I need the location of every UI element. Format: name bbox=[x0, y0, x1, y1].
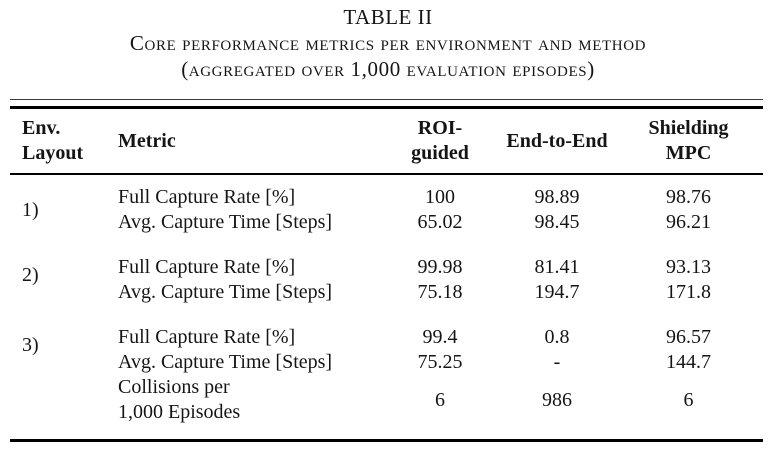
metric-collisions-line-2: 1,000 Episodes bbox=[118, 401, 241, 423]
caption-line-1: Core performance metrics per environment… bbox=[129, 31, 647, 55]
performance-table: Env. Layout Metric ROI- guided End-to-En… bbox=[10, 99, 763, 442]
value-cell-shielding-mpc: 171.8 bbox=[666, 281, 711, 303]
value-cell-shielding-mpc: 144.7 bbox=[666, 351, 711, 373]
table-row: Avg. Capture Time [Steps] 75.25 - 144.7 bbox=[118, 350, 763, 375]
table-header-row: Env. Layout Metric ROI- guided End-to-En… bbox=[10, 109, 763, 175]
value-cell-shielding-mpc: 6 bbox=[683, 388, 694, 411]
env-cell-1: 1) bbox=[10, 185, 118, 235]
env-label-3: 3) bbox=[22, 333, 39, 356]
env-cell-3: 3) bbox=[10, 325, 118, 425]
header-mpc-line-1: Shielding bbox=[648, 117, 729, 139]
table-core: Env. Layout Metric ROI- guided End-to-En… bbox=[10, 106, 763, 442]
value-cell-roi: 75.18 bbox=[417, 281, 463, 303]
value-cell-end-to-end: - bbox=[553, 351, 561, 373]
metric-collisions-line-1: Collisions per bbox=[118, 376, 230, 398]
header-metric-label: Metric bbox=[118, 129, 176, 152]
table-row: Full Capture Rate [%] 100 98.89 98.76 bbox=[118, 185, 763, 210]
table-row: Avg. Capture Time [Steps] 65.02 98.45 96… bbox=[118, 210, 763, 235]
env-cell-2: 2) bbox=[10, 255, 118, 305]
value-cell-roi: 65.02 bbox=[417, 211, 463, 233]
env-group-3-rows: Full Capture Rate [%] 99.4 0.8 96.57 Avg… bbox=[118, 325, 763, 425]
value-cell-shielding-mpc: 96.57 bbox=[666, 326, 711, 348]
value-cell-roi: 99.4 bbox=[422, 326, 458, 348]
value-cell-end-to-end: 986 bbox=[542, 388, 572, 411]
metric-cell: Full Capture Rate [%] bbox=[118, 326, 296, 348]
env-label-1: 1) bbox=[22, 198, 39, 221]
metric-cell: Full Capture Rate [%] bbox=[118, 186, 296, 208]
value-cell-end-to-end: 194.7 bbox=[534, 281, 580, 303]
header-roi-line-2: guided bbox=[411, 142, 469, 164]
table-body: 1) Full Capture Rate [%] 100 98.89 98.76… bbox=[10, 175, 763, 439]
value-cell-end-to-end: 81.41 bbox=[534, 256, 580, 278]
value-cell-roi: 75.25 bbox=[417, 351, 463, 373]
header-env-line-1: Env. bbox=[22, 117, 61, 139]
header-cell-end-to-end: End-to-End bbox=[500, 129, 614, 154]
table-row: Full Capture Rate [%] 99.98 81.41 93.13 bbox=[118, 255, 763, 280]
table-row-collisions: Collisions per 1,000 Episodes 6 986 6 bbox=[118, 375, 763, 425]
table-row: Avg. Capture Time [Steps] 75.18 194.7 17… bbox=[118, 280, 763, 305]
header-cell-roi-guided: ROI- guided bbox=[380, 116, 500, 166]
table-number: TABLE II bbox=[343, 5, 433, 29]
value-cell-shielding-mpc: 98.76 bbox=[666, 186, 711, 208]
header-mpc-line-2: MPC bbox=[665, 142, 712, 164]
env-group-2: 2) Full Capture Rate [%] 99.98 81.41 93.… bbox=[10, 255, 763, 305]
value-cell-end-to-end: 98.89 bbox=[534, 186, 580, 208]
header-env-line-2: Layout bbox=[22, 142, 84, 164]
env-group-1-rows: Full Capture Rate [%] 100 98.89 98.76 Av… bbox=[118, 185, 763, 235]
caption-line-2: (aggregated over 1,000 evaluation episod… bbox=[181, 57, 595, 81]
metric-cell: Full Capture Rate [%] bbox=[118, 256, 296, 278]
header-cell-env-layout: Env. Layout bbox=[10, 116, 118, 166]
metric-cell: Avg. Capture Time [Steps] bbox=[118, 211, 333, 233]
header-e2e-label: End-to-End bbox=[506, 129, 608, 152]
env-group-2-rows: Full Capture Rate [%] 99.98 81.41 93.13 … bbox=[118, 255, 763, 305]
metric-cell-collisions: Collisions per 1,000 Episodes bbox=[118, 375, 380, 425]
env-group-1: 1) Full Capture Rate [%] 100 98.89 98.76… bbox=[10, 185, 763, 235]
value-cell-roi: 6 bbox=[435, 388, 445, 411]
metric-cell: Avg. Capture Time [Steps] bbox=[118, 351, 333, 373]
value-cell-roi: 100 bbox=[425, 186, 455, 208]
table-title-block: TABLE II Core performance metrics per en… bbox=[0, 4, 776, 82]
metric-cell: Avg. Capture Time [Steps] bbox=[118, 281, 333, 303]
env-label-2: 2) bbox=[22, 263, 39, 286]
value-cell-end-to-end: 98.45 bbox=[534, 211, 580, 233]
header-roi-line-1: ROI- bbox=[417, 117, 463, 139]
header-cell-shielding-mpc: Shielding MPC bbox=[614, 116, 763, 166]
value-cell-roi: 99.98 bbox=[417, 256, 463, 278]
table-row: Full Capture Rate [%] 99.4 0.8 96.57 bbox=[118, 325, 763, 350]
env-group-3: 3) Full Capture Rate [%] 99.4 0.8 96.57 … bbox=[10, 325, 763, 425]
value-cell-shielding-mpc: 93.13 bbox=[666, 256, 711, 278]
value-cell-shielding-mpc: 96.21 bbox=[666, 211, 711, 233]
header-cell-metric: Metric bbox=[118, 129, 380, 154]
value-cell-end-to-end: 0.8 bbox=[544, 326, 570, 348]
